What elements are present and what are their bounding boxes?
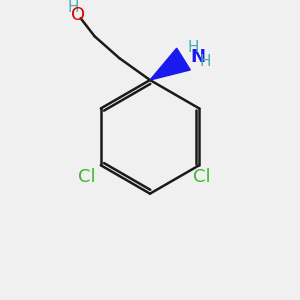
Text: H: H <box>200 55 211 70</box>
Text: O: O <box>71 6 85 24</box>
Text: H: H <box>187 40 199 55</box>
Text: Cl: Cl <box>193 168 210 186</box>
Text: N: N <box>190 48 205 66</box>
Text: H: H <box>68 0 79 15</box>
Polygon shape <box>150 48 190 80</box>
Text: Cl: Cl <box>78 168 96 186</box>
